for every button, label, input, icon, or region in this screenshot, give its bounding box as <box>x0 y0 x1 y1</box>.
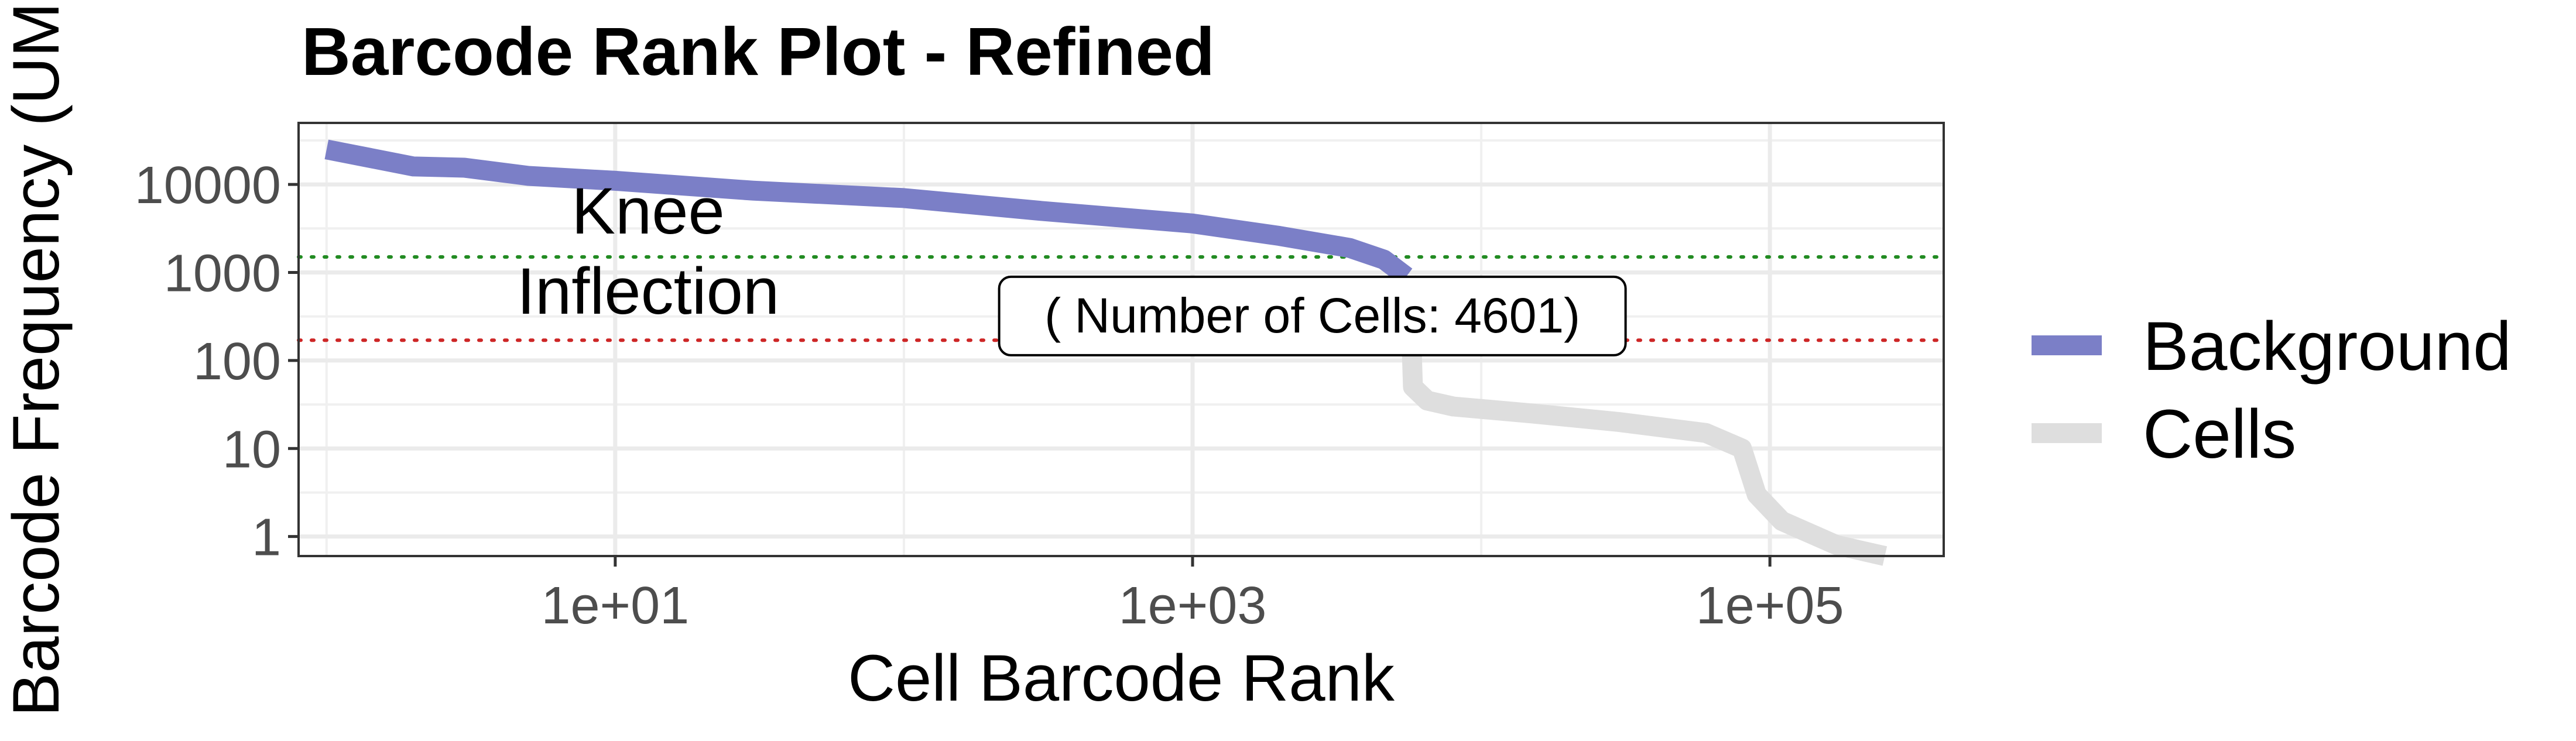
x-axis-title: Cell Barcode Rank <box>848 641 1395 715</box>
cells-count-label: ( Number of Cells: 4601) <box>1044 288 1580 343</box>
chart-title: Barcode Rank Plot - Refined <box>302 13 1215 90</box>
x-tick-label: 1e+01 <box>541 577 689 635</box>
background-series-line <box>324 139 1413 284</box>
inflection-annotation: Inflection <box>517 255 779 328</box>
y-tick-label: 1 <box>252 509 281 567</box>
x-tick-label: 1e+05 <box>1696 577 1844 635</box>
y-axis-title: Barcode Frequency (UMI) <box>0 0 73 716</box>
y-tick-label: 100 <box>193 332 281 391</box>
y-tick-label: 1000 <box>164 244 281 303</box>
plot-border <box>297 122 1945 557</box>
series-layer <box>324 139 1888 566</box>
knee-annotation: Knee <box>571 174 725 248</box>
legend: Background Cells <box>2032 308 2512 473</box>
cells-count-label-box <box>998 275 1627 356</box>
cells-legend-label: Cells <box>2143 396 2296 473</box>
cells-series-line <box>1396 275 1888 566</box>
x-tick-label: 1e+03 <box>1119 577 1267 635</box>
annotation-layer: Knee Inflection ( Number of Cells: 4601) <box>517 174 1627 356</box>
y-tick-label: 10 <box>222 420 281 479</box>
axis-layer: 1e+01 1e+03 1e+05 1 10 100 1000 10000 <box>135 156 1844 635</box>
y-tick-label: 10000 <box>135 156 281 215</box>
background-legend-label: Background <box>2143 308 2512 385</box>
